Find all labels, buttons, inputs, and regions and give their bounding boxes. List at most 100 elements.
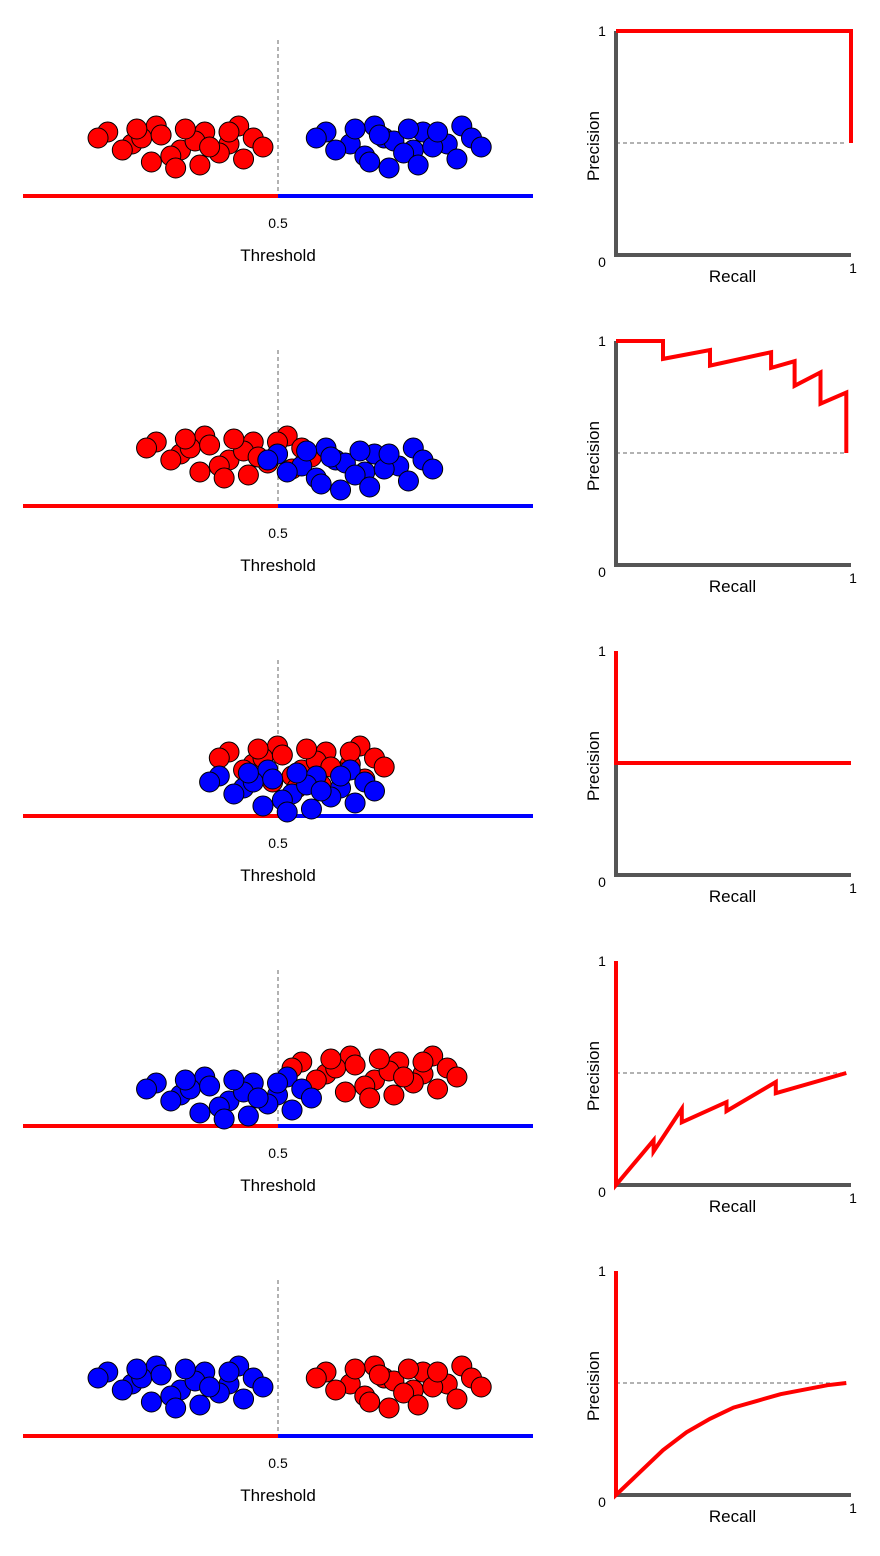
red-point xyxy=(296,738,318,760)
blue-point xyxy=(257,449,279,471)
blue-point xyxy=(286,762,308,784)
blue-point xyxy=(378,157,400,179)
threshold-tick-label: 0.5 xyxy=(268,1455,288,1471)
blue-point xyxy=(446,148,468,170)
panel-row-4: 0.5 Threshold 1 0 1 Recall Precision xyxy=(23,953,857,1216)
blue-point xyxy=(126,1358,148,1380)
blue-point xyxy=(276,801,298,823)
precision-axis-label: Precision xyxy=(584,111,603,181)
blue-point xyxy=(281,1099,303,1121)
red-point xyxy=(344,1054,366,1076)
threshold-axis-label: Threshold xyxy=(240,556,316,575)
threshold-scatter: 0.5 Threshold xyxy=(23,970,533,1195)
blue-points xyxy=(136,1066,322,1130)
threshold-scatter: 0.5 Threshold xyxy=(23,40,533,265)
blue-point xyxy=(320,446,342,468)
red-point xyxy=(383,1084,405,1106)
x-tick-1: 1 xyxy=(849,1500,857,1516)
pr-curve-line xyxy=(614,1271,847,1500)
red-point xyxy=(271,744,293,766)
blue-point xyxy=(223,783,245,805)
panel-row-2: 0.5 Threshold 1 0 1 Recall Precision xyxy=(23,333,857,596)
threshold-axis-label: Threshold xyxy=(240,1176,316,1195)
red-point xyxy=(136,437,158,459)
red-point xyxy=(393,1066,415,1088)
blue-point xyxy=(136,1078,158,1100)
red-point xyxy=(233,148,255,170)
red-point xyxy=(223,428,245,450)
origin-tick-0: 0 xyxy=(598,1184,606,1200)
blue-point xyxy=(310,473,332,495)
blue-point xyxy=(393,142,415,164)
blue-point xyxy=(422,458,444,480)
pr-curve-line xyxy=(614,961,847,1191)
precision-recall-plot: 1 0 1 Recall Precision xyxy=(584,23,857,286)
red-point xyxy=(427,1361,449,1383)
red-point xyxy=(140,151,162,173)
red-point xyxy=(237,464,259,486)
red-point xyxy=(334,1081,356,1103)
blue-point xyxy=(237,1105,259,1127)
blue-point xyxy=(407,154,429,176)
blue-point xyxy=(397,118,419,140)
blue-point xyxy=(378,443,400,465)
threshold-axis-label: Threshold xyxy=(240,866,316,885)
red-point xyxy=(320,1048,342,1070)
red-point xyxy=(305,1367,327,1389)
blue-points xyxy=(87,1355,274,1419)
threshold-tick-label: 0.5 xyxy=(268,1145,288,1161)
red-point xyxy=(359,1391,381,1413)
blue-point xyxy=(310,780,332,802)
blue-point xyxy=(427,121,449,143)
blue-point xyxy=(344,792,366,814)
recall-axis-label: Recall xyxy=(709,1197,756,1216)
red-point xyxy=(199,434,221,456)
x-tick-1: 1 xyxy=(849,260,857,276)
blue-point xyxy=(87,1367,109,1389)
blue-point xyxy=(189,1394,211,1416)
red-point xyxy=(189,461,211,483)
blue-point xyxy=(233,1388,255,1410)
red-point xyxy=(339,741,361,763)
red-point xyxy=(368,1048,390,1070)
red-point xyxy=(397,1358,419,1380)
blue-point xyxy=(252,795,274,817)
y-tick-1: 1 xyxy=(598,643,606,659)
blue-point xyxy=(344,464,366,486)
precision-axis-label: Precision xyxy=(584,421,603,491)
y-tick-1: 1 xyxy=(598,953,606,969)
blue-point xyxy=(330,765,352,787)
red-point xyxy=(218,121,240,143)
red-point xyxy=(325,1379,347,1401)
red-point xyxy=(252,136,274,158)
blue-point xyxy=(344,118,366,140)
blue-points xyxy=(305,115,492,179)
threshold-scatter: 0.5 Threshold xyxy=(23,1280,533,1505)
precision-axis-label: Precision xyxy=(584,731,603,801)
red-point xyxy=(427,1078,449,1100)
blue-point xyxy=(174,1358,196,1380)
pr-curve-line xyxy=(616,29,853,143)
blue-point xyxy=(247,1087,269,1109)
red-point xyxy=(373,756,395,778)
red-point xyxy=(87,127,109,149)
blue-points xyxy=(199,759,385,823)
pr-axes xyxy=(614,341,851,567)
precision-axis-label: Precision xyxy=(584,1351,603,1421)
red-point xyxy=(393,1382,415,1404)
blue-point xyxy=(330,479,352,501)
red-point xyxy=(446,1066,468,1088)
red-point xyxy=(150,124,172,146)
recall-axis-label: Recall xyxy=(709,887,756,906)
blue-point xyxy=(189,1102,211,1124)
threshold-tick-label: 0.5 xyxy=(268,215,288,231)
recall-axis-label: Recall xyxy=(709,1507,756,1526)
x-tick-1: 1 xyxy=(849,1190,857,1206)
blue-point xyxy=(359,151,381,173)
blue-point xyxy=(111,1379,133,1401)
blue-point xyxy=(218,1361,240,1383)
panel-row-3: 0.5 Threshold 1 0 1 Recall Precision xyxy=(23,643,857,906)
threshold-axis-label: Threshold xyxy=(240,1486,316,1505)
pr-curve-line xyxy=(614,651,851,765)
panel-row-5: 0.5 Threshold 1 0 1 Recall Precision xyxy=(23,1263,857,1526)
